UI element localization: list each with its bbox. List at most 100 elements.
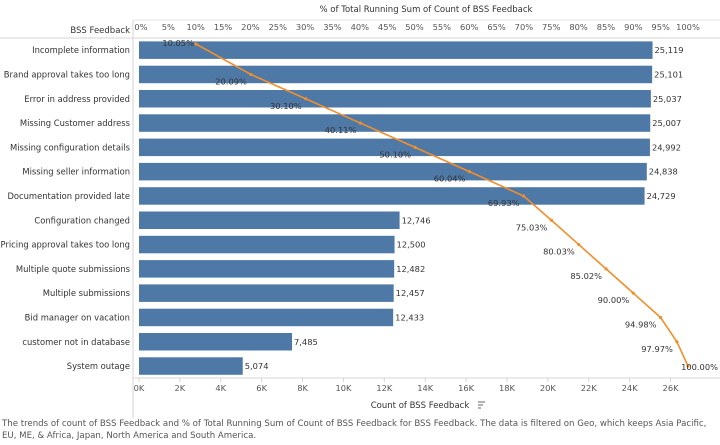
bar-value-label: 12,457	[396, 288, 425, 298]
running-pct-point[interactable]	[658, 315, 663, 320]
sort-descending-icon[interactable]	[478, 401, 485, 409]
running-pct-label: 50.10%	[379, 149, 411, 159]
category-label: Pricing approval takes too long	[0, 240, 130, 250]
running-pct-point[interactable]	[467, 170, 472, 174]
bar[interactable]	[139, 308, 394, 327]
bar-value-labels: 25,119 25,101 25,037 25,007 24,992 24,838 24,7…	[245, 45, 684, 371]
pct-tick-label: 35%	[323, 22, 342, 32]
category-label: Missing Customer address	[20, 118, 130, 128]
running-pct-label: 40.11%	[325, 125, 357, 135]
bar[interactable]	[139, 211, 400, 230]
bar-value-label: 24,992	[652, 142, 681, 152]
x-axis-title: Count of BSS Feedback	[371, 401, 470, 411]
running-pct-point[interactable]	[577, 242, 581, 247]
pct-tick-label: 80%	[569, 22, 588, 32]
bar-value-label: 5,074	[245, 361, 269, 371]
bar-value-label: 12,433	[395, 312, 424, 322]
top-axis-ticks: 0% 5% 10% 15% 20% 25% 30% 35% 40% 45% 50% 55% 60% 65%…	[134, 22, 700, 32]
pct-tick-label: 50%	[405, 22, 424, 32]
running-pct-point[interactable]	[358, 121, 363, 125]
pct-tick-label: 15%	[214, 22, 233, 32]
category-label: Multiple submissions	[43, 288, 130, 298]
bar[interactable]	[139, 260, 395, 278]
pct-tick-label: 30%	[296, 22, 315, 32]
bar-value-label: 12,500	[397, 240, 426, 250]
bar[interactable]	[139, 187, 645, 205]
bar-value-label: 24,729	[647, 191, 676, 201]
running-pct-label: 30.10%	[270, 101, 302, 111]
row-header-label: BSS Feedback	[70, 26, 130, 36]
chart-caption: The trends of count of BSS Feedback and …	[2, 419, 707, 441]
pct-tick-label: 0%	[134, 22, 147, 32]
category-label: Configuration changed	[34, 215, 130, 225]
bar[interactable]	[139, 357, 243, 375]
bar[interactable]	[139, 138, 650, 157]
running-pct-point[interactable]	[194, 42, 198, 46]
running-pct-label: 90.00%	[598, 295, 630, 305]
pct-tick-label: 65%	[487, 22, 506, 32]
pct-tick-label: 5%	[162, 22, 175, 32]
running-pct-point[interactable]	[413, 145, 417, 149]
x-tick-label: 18K	[499, 383, 516, 393]
running-pct-label: 97.97%	[641, 344, 673, 354]
bar[interactable]	[139, 235, 395, 254]
bar[interactable]	[139, 90, 651, 108]
running-pct-point[interactable]	[604, 267, 608, 271]
bar-value-label: 24,838	[649, 167, 678, 177]
running-pct-point[interactable]	[549, 218, 554, 222]
running-pct-label: 94.98%	[625, 319, 657, 329]
category-label: System outage	[67, 361, 130, 371]
x-tick-label: 8K	[297, 383, 308, 393]
category-label: customer not in database	[22, 337, 130, 347]
pct-tick-label: 100%	[676, 22, 700, 32]
running-pct-label: 10.05%	[162, 38, 194, 48]
bar[interactable]	[139, 333, 293, 351]
running-pct-point[interactable]	[675, 340, 679, 344]
category-labels: Incomplete information Brand approval tak…	[0, 45, 130, 371]
bar[interactable]	[139, 41, 653, 59]
running-pct-labels: 10.05% 20.09% 30.10% 40.11% 50.10% 60.04% 69.9…	[162, 38, 718, 372]
bar[interactable]	[139, 162, 647, 181]
pct-tick-label: 55%	[433, 22, 452, 32]
running-pct-label: 80.03%	[543, 247, 575, 257]
bar[interactable]	[139, 284, 394, 302]
category-label: Bid manager on vacation	[25, 312, 130, 322]
bar-value-label: 25,119	[655, 45, 684, 55]
x-tick-label: 22K	[581, 383, 598, 393]
x-tick-label: 0K	[134, 383, 145, 393]
running-pct-polyline	[195, 43, 689, 367]
running-pct-line	[194, 42, 690, 368]
pct-tick-label: 75%	[542, 22, 561, 32]
running-pct-point[interactable]	[304, 97, 308, 101]
bar-value-label: 12,482	[396, 264, 425, 274]
x-tick-label: 10K	[335, 383, 352, 393]
running-pct-point[interactable]	[631, 291, 635, 295]
bar-value-label: 12,746	[402, 215, 431, 225]
x-tick-label: 4K	[215, 383, 226, 393]
running-pct-label: 20.09%	[215, 76, 247, 86]
pct-tick-label: 10%	[186, 22, 205, 32]
category-label: Brand approval takes too long	[4, 69, 130, 79]
bottom-axis-ticks: 0K 2K 4K 6K 8K 10K 12K 14K 16K 18K 20K 22K 24K 26K	[134, 378, 679, 393]
running-pct-point[interactable]	[521, 194, 526, 198]
x-tick-label: 14K	[417, 383, 434, 393]
bar[interactable]	[139, 65, 653, 84]
bars	[139, 41, 653, 375]
x-tick-label: 6K	[256, 383, 267, 393]
pct-tick-label: 25%	[269, 22, 288, 32]
x-tick-label: 2K	[175, 383, 186, 393]
running-pct-point[interactable]	[249, 72, 253, 77]
running-pct-label: 69.93%	[488, 198, 520, 208]
running-pct-label: 75.03%	[516, 222, 548, 232]
category-label: Multiple quote submissions	[16, 264, 130, 274]
category-label: Documentation provided late	[7, 191, 130, 201]
x-tick-label: 26K	[663, 383, 680, 393]
bar-value-label: 25,007	[652, 118, 681, 128]
x-tick-label: 20K	[540, 383, 557, 393]
category-label: Error in address provided	[24, 94, 130, 104]
running-pct-label: 60.04%	[434, 174, 466, 184]
running-pct-point[interactable]	[686, 364, 690, 368]
pct-tick-label: 20%	[241, 22, 260, 32]
bar[interactable]	[139, 114, 651, 132]
pct-tick-label: 60%	[460, 22, 479, 32]
